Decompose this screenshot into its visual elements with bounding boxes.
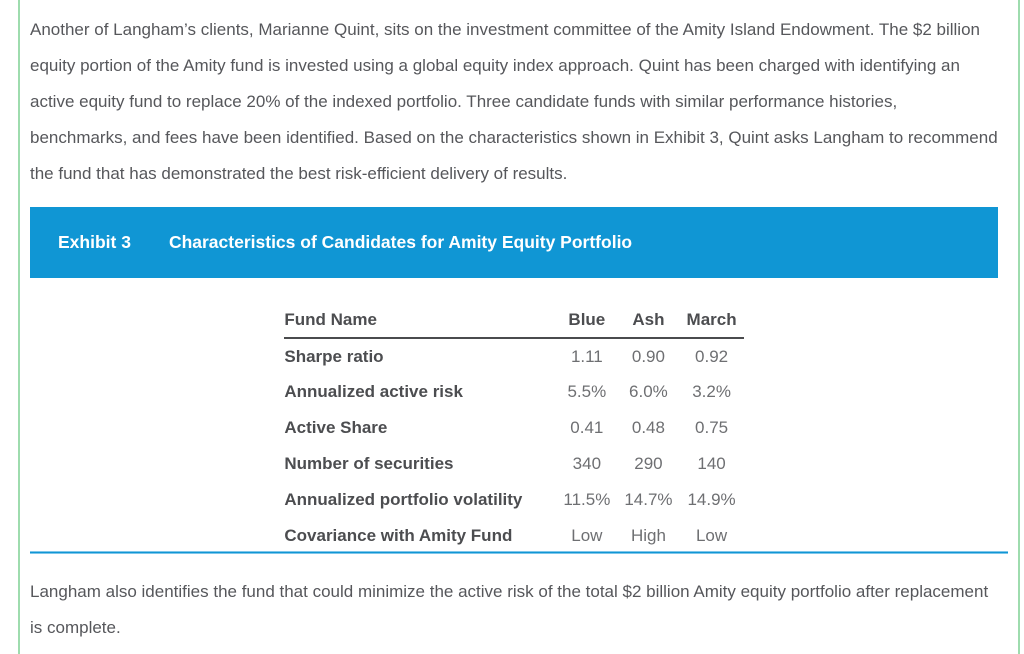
table-row: Annualized active risk 5.5% 6.0% 3.2% — [284, 374, 743, 410]
exhibit-title: Characteristics of Candidates for Amity … — [168, 232, 633, 252]
row-value: 140 — [697, 454, 726, 473]
row-label: Annualized active risk — [284, 382, 463, 401]
column-header-ash: Ash — [617, 302, 680, 339]
table-row: Active Share 0.41 0.48 0.75 — [284, 410, 743, 446]
row-value: 290 — [634, 454, 663, 473]
row-value: 3.2% — [692, 382, 731, 401]
table-row: Sharpe ratio 1.11 0.90 0.92 — [284, 338, 743, 374]
exhibit-table-container: Fund Name Blue Ash March Sharpe ratio 1.1… — [30, 302, 998, 554]
row-label: Sharpe ratio — [284, 346, 384, 366]
row-label: Annualized portfolio volatility — [284, 490, 523, 509]
row-value: 6.0% — [629, 382, 668, 401]
column-header-march: March — [679, 302, 744, 339]
column-header-fund-name: Fund Name — [284, 302, 557, 339]
table-row: Covariance with Amity Fund Low High Low — [284, 518, 743, 554]
row-value: 14.7% — [624, 490, 673, 509]
row-value: 0.41 — [570, 418, 604, 437]
row-value: 11.5% — [563, 490, 611, 509]
row-value: Low — [571, 526, 603, 545]
table-row: Number of securities 340 290 140 — [284, 446, 743, 482]
table-header-row: Fund Name Blue Ash March — [284, 302, 744, 339]
row-value: 0.75 — [695, 418, 729, 437]
column-header-blue: Blue — [556, 302, 618, 339]
row-value: High — [630, 526, 666, 545]
row-value: 14.9% — [687, 490, 736, 509]
row-label: Number of securities — [284, 454, 454, 473]
closing-paragraph: Langham also identifies the fund that co… — [30, 582, 989, 637]
right-page-border — [1018, 0, 1020, 654]
exhibit-number-label: Exhibit 3 — [58, 232, 131, 252]
exhibit-bottom-rule — [30, 551, 1008, 554]
intro-paragraph: Another of Langham’s clients, Marianne Q… — [30, 20, 998, 183]
table-row: Annualized portfolio volatility 11.5% 14.7… — [284, 482, 743, 518]
row-label: Active Share — [284, 418, 388, 437]
row-value: 0.92 — [695, 346, 729, 366]
left-page-border — [18, 0, 20, 654]
row-value: 340 — [572, 454, 602, 473]
row-value: 0.48 — [631, 418, 665, 437]
exhibit-header-bar: Exhibit 3 Characteristics of Candidates … — [30, 207, 998, 278]
row-value: 0.90 — [631, 346, 665, 366]
row-value: 5.5% — [567, 382, 607, 401]
row-label: Covariance with Amity Fund — [284, 526, 513, 545]
exhibit-table: Fund Name Blue Ash March Sharpe ratio 1.1… — [284, 302, 744, 554]
row-value: Low — [695, 526, 728, 545]
row-value: 1.11 — [570, 346, 603, 366]
